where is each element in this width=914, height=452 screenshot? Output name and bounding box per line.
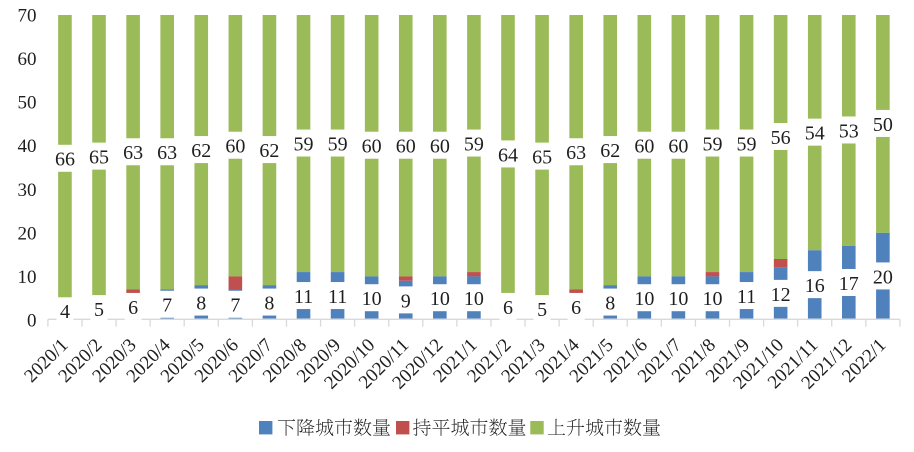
svg-text:50: 50 <box>18 93 37 114</box>
svg-text:63: 63 <box>157 142 177 164</box>
svg-text:50: 50 <box>873 114 893 136</box>
svg-text:10: 10 <box>430 288 450 310</box>
svg-text:62: 62 <box>259 140 279 162</box>
svg-text:63: 63 <box>566 142 586 164</box>
svg-text:59: 59 <box>737 133 757 155</box>
svg-text:60: 60 <box>634 136 654 158</box>
svg-text:60: 60 <box>396 136 416 158</box>
svg-text:9: 9 <box>401 290 411 312</box>
svg-text:60: 60 <box>225 136 245 158</box>
svg-text:11: 11 <box>294 286 313 308</box>
svg-text:70: 70 <box>18 6 37 27</box>
svg-text:60: 60 <box>430 136 450 158</box>
svg-text:7: 7 <box>162 295 172 317</box>
svg-text:60: 60 <box>668 136 688 158</box>
svg-text:60: 60 <box>362 136 382 158</box>
svg-text:8: 8 <box>264 292 274 314</box>
svg-text:59: 59 <box>464 133 484 155</box>
svg-text:5: 5 <box>537 299 547 321</box>
svg-text:11: 11 <box>328 286 347 308</box>
svg-text:4: 4 <box>60 301 70 323</box>
svg-text:10: 10 <box>702 288 722 310</box>
svg-text:0: 0 <box>27 311 37 332</box>
svg-text:62: 62 <box>600 140 620 162</box>
svg-text:59: 59 <box>294 133 314 155</box>
svg-text:10: 10 <box>18 267 37 288</box>
svg-text:5: 5 <box>94 299 104 321</box>
svg-text:30: 30 <box>18 180 37 201</box>
svg-text:40: 40 <box>18 136 37 157</box>
svg-text:53: 53 <box>839 120 859 142</box>
svg-text:59: 59 <box>702 133 722 155</box>
svg-text:17: 17 <box>839 273 859 295</box>
svg-text:66: 66 <box>55 149 75 171</box>
svg-text:63: 63 <box>123 142 143 164</box>
svg-text:6: 6 <box>571 297 581 319</box>
svg-text:10: 10 <box>362 288 382 310</box>
svg-text:59: 59 <box>328 133 348 155</box>
svg-text:10: 10 <box>668 288 688 310</box>
svg-text:64: 64 <box>498 144 518 166</box>
svg-text:10: 10 <box>464 288 484 310</box>
svg-text:12: 12 <box>771 284 791 306</box>
svg-text:20: 20 <box>18 223 37 244</box>
svg-text:7: 7 <box>230 295 240 317</box>
svg-text:56: 56 <box>771 127 791 149</box>
svg-text:65: 65 <box>89 147 109 169</box>
svg-text:6: 6 <box>503 297 513 319</box>
svg-text:16: 16 <box>805 275 825 297</box>
svg-text:54: 54 <box>805 123 825 145</box>
svg-text:8: 8 <box>605 292 615 314</box>
svg-text:6: 6 <box>128 297 138 319</box>
svg-text:20: 20 <box>873 266 893 288</box>
svg-text:8: 8 <box>196 292 206 314</box>
svg-text:11: 11 <box>737 286 756 308</box>
svg-text:10: 10 <box>634 288 654 310</box>
svg-text:62: 62 <box>191 140 211 162</box>
svg-text:60: 60 <box>18 49 37 70</box>
svg-text:65: 65 <box>532 147 552 169</box>
